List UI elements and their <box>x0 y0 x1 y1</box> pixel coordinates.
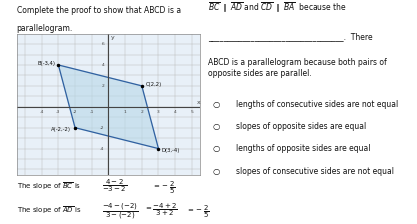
Text: $\overline{BC}$ $\parallel$ $\overline{AD}$ and $\overline{CD}$ $\parallel$ $\ov: $\overline{BC}$ $\parallel$ $\overline{A… <box>208 0 347 15</box>
Text: -4: -4 <box>40 110 44 114</box>
Text: 2: 2 <box>141 110 143 114</box>
Text: Complete the proof to show that ABCD is a: Complete the proof to show that ABCD is … <box>17 6 181 15</box>
Text: 4: 4 <box>101 63 104 67</box>
Text: 4: 4 <box>174 110 176 114</box>
Text: -2: -2 <box>73 110 77 114</box>
Text: lengths of consecutive sides are not equal: lengths of consecutive sides are not equ… <box>236 100 398 109</box>
Text: ABCD is a parallelogram because both pairs of
opposite sides are parallel.: ABCD is a parallelogram because both pai… <box>208 58 387 78</box>
Text: 2: 2 <box>101 84 104 88</box>
Text: lengths of opposite sides are equal: lengths of opposite sides are equal <box>236 144 370 153</box>
Text: slopes of opposite sides are equal: slopes of opposite sides are equal <box>236 122 366 131</box>
Text: 5: 5 <box>191 110 193 114</box>
Text: A(-2,-2): A(-2,-2) <box>51 127 71 132</box>
Text: y: y <box>111 35 115 40</box>
Text: ○: ○ <box>213 144 220 153</box>
Text: $= -\dfrac{2}{5}$: $= -\dfrac{2}{5}$ <box>152 180 176 196</box>
Text: B(-3,4): B(-3,4) <box>38 61 56 66</box>
Text: parallelogram.: parallelogram. <box>17 24 73 32</box>
Text: D(3,-4): D(3,-4) <box>162 148 180 153</box>
Text: $= -\dfrac{2}{5}$: $= -\dfrac{2}{5}$ <box>186 204 209 220</box>
Text: x: x <box>197 100 200 105</box>
Text: 3: 3 <box>157 110 160 114</box>
Text: ○: ○ <box>213 122 220 131</box>
Text: -4: -4 <box>100 146 104 151</box>
Text: ○: ○ <box>213 167 220 176</box>
Text: $\dfrac{-4-(-2)}{3-(-2)}$: $\dfrac{-4-(-2)}{3-(-2)}$ <box>102 202 139 221</box>
Text: The slope of $\overline{BC}$ is: The slope of $\overline{BC}$ is <box>17 180 81 192</box>
Text: $= \dfrac{-4+2}{3+2}$: $= \dfrac{-4+2}{3+2}$ <box>144 202 178 218</box>
Text: The slope of $\overline{AD}$ is: The slope of $\overline{AD}$ is <box>17 204 82 215</box>
Text: -1: -1 <box>90 110 94 114</box>
Text: $\dfrac{4-2}{-3-2}$: $\dfrac{4-2}{-3-2}$ <box>102 178 128 194</box>
Text: 1: 1 <box>124 110 126 114</box>
Text: -2: -2 <box>100 126 104 130</box>
Text: slopes of consecutive sides are not equal: slopes of consecutive sides are not equa… <box>236 167 394 176</box>
Text: ○: ○ <box>213 100 220 109</box>
Polygon shape <box>58 65 158 149</box>
Text: ___________________________________.  There: ___________________________________. The… <box>208 32 373 41</box>
Text: -3: -3 <box>56 110 60 114</box>
Text: C(2,2): C(2,2) <box>146 82 161 87</box>
Text: 6: 6 <box>101 42 104 46</box>
